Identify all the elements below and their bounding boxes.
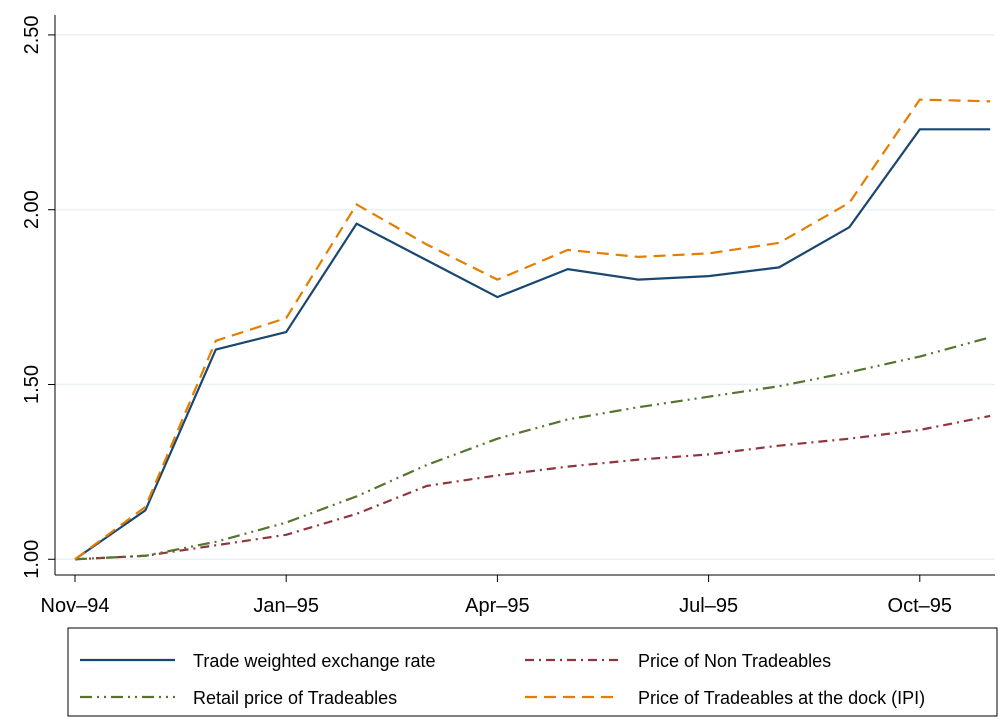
y-tick-label: 2.50 (21, 15, 43, 54)
x-tick-label: Apr–95 (465, 595, 530, 617)
x-tick-label: Jan–95 (253, 595, 319, 617)
y-tick-label: 1.00 (21, 540, 43, 579)
series-line (74, 414, 991, 561)
x-tick-label: Oct–95 (888, 595, 952, 617)
series-line (74, 128, 991, 561)
legend-label: Retail price of Tradeables (193, 688, 397, 708)
x-tick-label: Jul–95 (679, 595, 738, 617)
y-tick-label: 2.00 (21, 190, 43, 229)
legend-label: Trade weighted exchange rate (193, 651, 436, 671)
y-tick-label: 1.50 (21, 365, 43, 404)
series-line (74, 98, 991, 561)
x-tick-label: Nov–94 (41, 595, 110, 617)
legend-box (67, 627, 998, 717)
legend-label: Price of Tradeables at the dock (IPI) (638, 688, 925, 708)
legend-label: Price of Non Tradeables (638, 651, 831, 671)
